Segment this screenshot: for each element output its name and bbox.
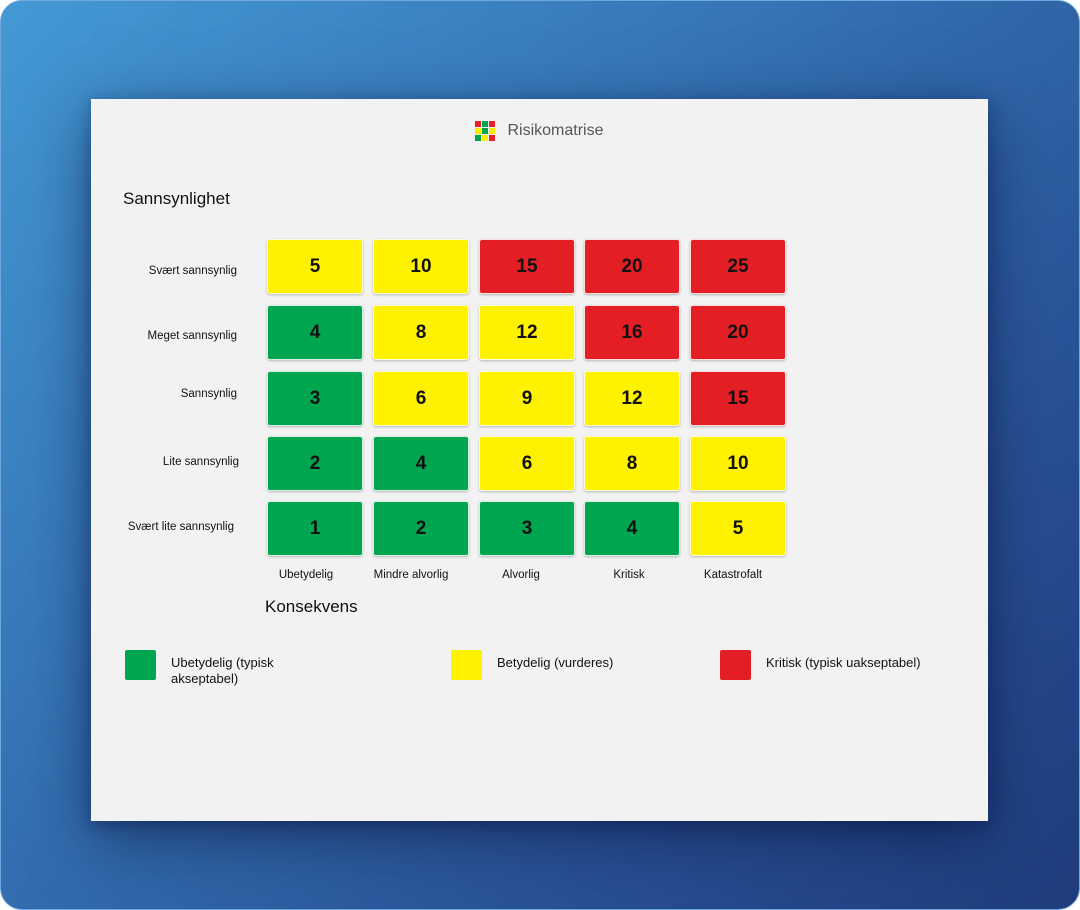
matrix-cell: 9 — [479, 371, 575, 426]
app-window: Risikomatrise Sannsynlighet Svært sannsy… — [91, 99, 988, 821]
matrix-cell: 20 — [690, 305, 786, 360]
icon-square — [482, 128, 489, 134]
matrix-cell: 25 — [690, 239, 786, 294]
row-label: Svært sannsynlig — [148, 265, 237, 277]
icon-square — [489, 128, 496, 134]
row-label: Sannsynlig — [180, 388, 237, 400]
matrix-cell: 2 — [373, 501, 469, 556]
icon-square — [475, 121, 482, 127]
x-axis-title: Konsekvens — [265, 597, 358, 616]
matrix-cell: 6 — [373, 371, 469, 426]
title-bar: Risikomatrise — [91, 119, 988, 143]
matrix-cell: 16 — [584, 305, 680, 360]
legend-swatch-green — [125, 650, 156, 680]
row-label: Svært lite sannsynlig — [127, 521, 234, 533]
matrix-cell: 15 — [479, 239, 575, 294]
column-label: Kritisk — [613, 569, 645, 581]
column-label: Mindre alvorlig — [373, 569, 449, 581]
matrix-cell: 12 — [584, 371, 680, 426]
app-title: Risikomatrise — [507, 122, 604, 139]
icon-square — [482, 135, 489, 141]
matrix-cell: 10 — [373, 239, 469, 294]
legend-swatch-yellow — [451, 650, 482, 680]
matrix-cell: 12 — [479, 305, 575, 360]
legend-label: Ubetydelig (typisk akseptabel) — [171, 655, 274, 686]
matrix-cell: 2 — [267, 436, 363, 491]
row-label: Meget sannsynlig — [147, 330, 238, 342]
matrix-cell: 4 — [267, 305, 363, 360]
matrix-cell: 3 — [479, 501, 575, 556]
matrix-cell: 5 — [690, 501, 786, 556]
icon-square — [475, 128, 482, 134]
legend-label: Kritisk (typisk uakseptabel) — [766, 655, 921, 670]
matrix-cell: 10 — [690, 436, 786, 491]
matrix-cell: 6 — [479, 436, 575, 491]
matrix-cell: 15 — [690, 371, 786, 426]
icon-square — [489, 121, 496, 127]
row-label: Lite sannsynlig — [162, 456, 239, 468]
matrix-cell: 3 — [267, 371, 363, 426]
icon-square — [475, 135, 482, 141]
matrix-cell: 1 — [267, 501, 363, 556]
legend-item-acceptable: Ubetydelig (typisk akseptabel) — [125, 650, 311, 687]
icon-square — [482, 121, 489, 127]
legend-item-unacceptable: Kritisk (typisk uakseptabel) — [720, 650, 921, 680]
matrix-cell: 4 — [373, 436, 469, 491]
legend-label: Betydelig (vurderes) — [497, 655, 614, 670]
matrix-cell: 8 — [373, 305, 469, 360]
column-label: Katastrofalt — [703, 569, 763, 581]
icon-square — [489, 135, 496, 141]
matrix-cell: 5 — [267, 239, 363, 294]
matrix-cell: 20 — [584, 239, 680, 294]
risk-matrix-icon — [475, 121, 496, 141]
matrix-cell: 8 — [584, 436, 680, 491]
legend-swatch-red — [720, 650, 751, 680]
y-axis-title: Sannsynlighet — [123, 189, 230, 208]
matrix-cell: 4 — [584, 501, 680, 556]
column-label: Alvorlig — [502, 569, 540, 581]
column-label: Ubetydelig — [278, 569, 334, 581]
legend-item-assess: Betydelig (vurderes) — [451, 650, 613, 680]
